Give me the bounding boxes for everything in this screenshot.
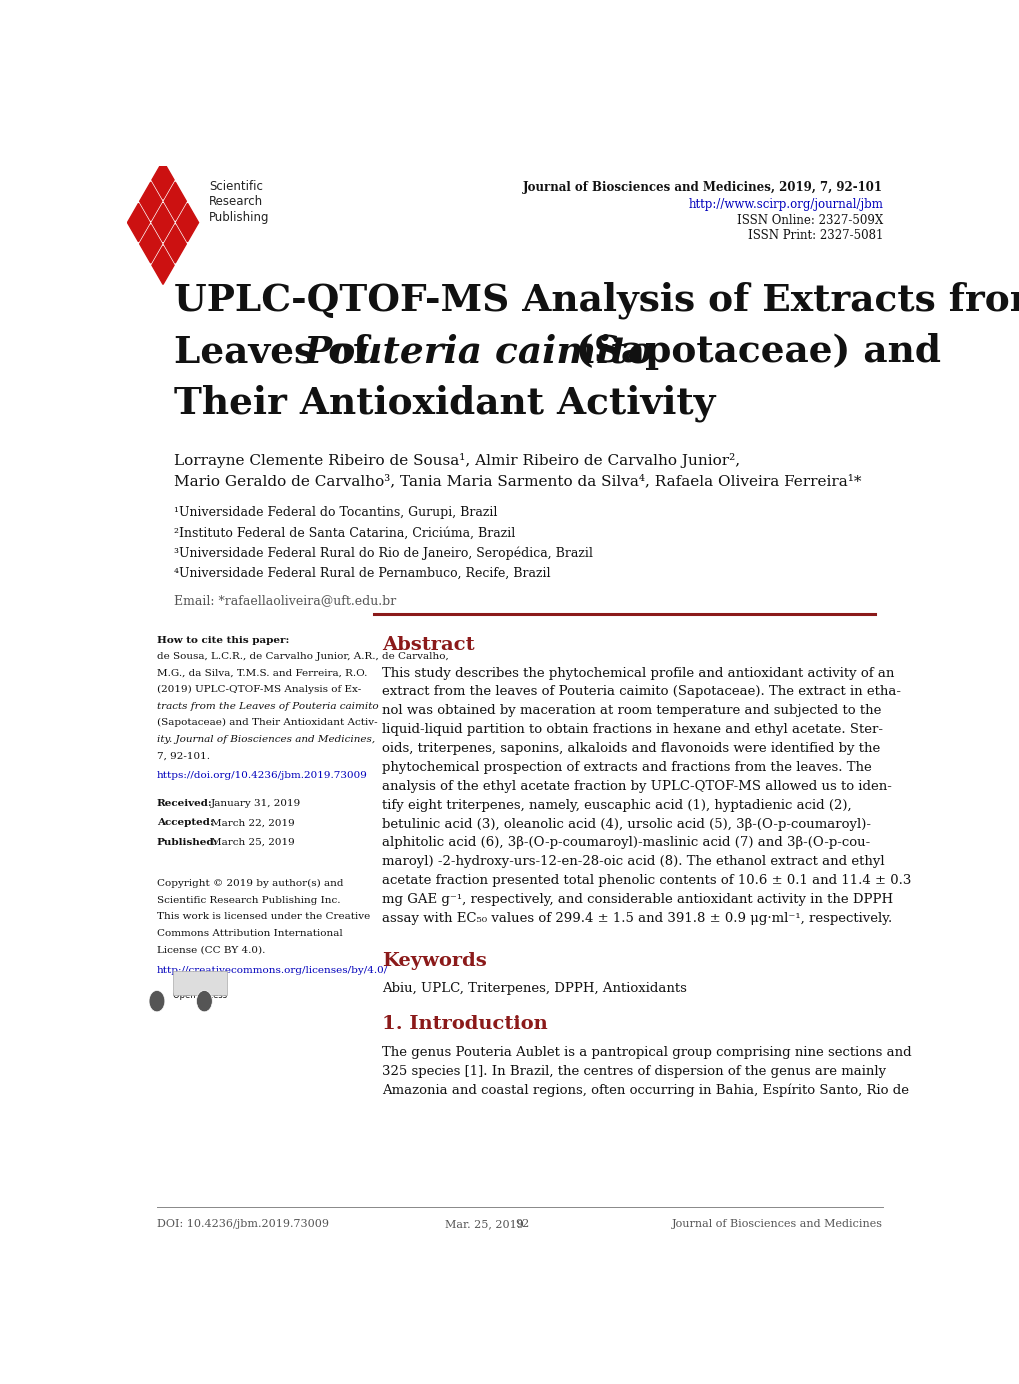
Text: Publishing: Publishing [209, 210, 269, 224]
Text: This study describes the phytochemical profile and antioxidant activity of an: This study describes the phytochemical p… [381, 667, 894, 680]
Polygon shape [164, 183, 186, 220]
Text: ity. Journal of Biosciences and Medicines,: ity. Journal of Biosciences and Medicine… [157, 735, 375, 743]
Text: Leaves of: Leaves of [174, 334, 382, 370]
Text: Scientific: Scientific [209, 180, 263, 192]
Text: maroyl) -2-hydroxy-urs-12-en-28-oic acid (8). The ethanol extract and ethyl: maroyl) -2-hydroxy-urs-12-en-28-oic acid… [381, 855, 883, 868]
Polygon shape [152, 246, 174, 284]
Text: extract from the leaves of Pouteria caimito (Sapotaceae). The extract in etha-: extract from the leaves of Pouteria caim… [381, 685, 900, 699]
Text: M.G., da Silva, T.M.S. and Ferreira, R.O.: M.G., da Silva, T.M.S. and Ferreira, R.O… [157, 668, 367, 678]
Polygon shape [176, 203, 199, 242]
Text: March 25, 2019: March 25, 2019 [211, 837, 294, 847]
Text: 7, 92-101.: 7, 92-101. [157, 752, 210, 760]
Text: nol was obtained by maceration at room temperature and subjected to the: nol was obtained by maceration at room t… [381, 704, 880, 717]
Text: assay with EC₅₀ values of 299.4 ± 1.5 and 391.8 ± 0.9 μg·ml⁻¹, respectively.: assay with EC₅₀ values of 299.4 ± 1.5 an… [381, 912, 891, 925]
Text: 325 species [1]. In Brazil, the centres of dispersion of the genus are mainly: 325 species [1]. In Brazil, the centres … [381, 1066, 884, 1078]
Text: tify eight triterpenes, namely, euscaphic acid (1), hyptadienic acid (2),: tify eight triterpenes, namely, euscaphi… [381, 799, 851, 811]
Text: http://creativecommons.org/licenses/by/4.0/: http://creativecommons.org/licenses/by/4… [157, 966, 388, 974]
Text: How to cite this paper:: How to cite this paper: [157, 635, 289, 645]
Text: Journal of Biosciences and Medicines: Journal of Biosciences and Medicines [672, 1219, 882, 1229]
Text: The genus Pouteria Aublet is a pantropical group comprising nine sections and: The genus Pouteria Aublet is a pantropic… [381, 1046, 910, 1059]
Text: (Sapotaceae) and Their Antioxidant Activ-: (Sapotaceae) and Their Antioxidant Activ… [157, 718, 377, 728]
Text: (Sapotaceae) and: (Sapotaceae) and [562, 334, 941, 370]
Text: Open Access: Open Access [173, 991, 227, 1001]
Text: Published:: Published: [157, 837, 218, 847]
Text: January 31, 2019: January 31, 2019 [211, 799, 302, 808]
Text: Email: *rafaellaoliveira@uft.edu.br: Email: *rafaellaoliveira@uft.edu.br [174, 594, 395, 608]
Text: Lorrayne Clemente Ribeiro de Sousa¹, Almir Ribeiro de Carvalho Junior²,: Lorrayne Clemente Ribeiro de Sousa¹, Alm… [174, 453, 740, 468]
Text: betulinic acid (3), oleanolic acid (4), ursolic acid (5), 3β-(O-p-coumaroyl)-: betulinic acid (3), oleanolic acid (4), … [381, 818, 870, 830]
Text: (2019) UPLC-QTOF-MS Analysis of Ex-: (2019) UPLC-QTOF-MS Analysis of Ex- [157, 685, 361, 695]
Text: mg GAE g⁻¹, respectively, and considerable antioxidant activity in the DPPH: mg GAE g⁻¹, respectively, and considerab… [381, 893, 892, 907]
Circle shape [149, 991, 165, 1012]
Circle shape [197, 991, 212, 1012]
Polygon shape [140, 183, 162, 220]
Text: liquid-liquid partition to obtain fractions in hexane and ethyl acetate. Ster-: liquid-liquid partition to obtain fracti… [381, 724, 881, 736]
Text: https://doi.org/10.4236/jbm.2019.73009: https://doi.org/10.4236/jbm.2019.73009 [157, 771, 368, 781]
Text: 1. Introduction: 1. Introduction [381, 1016, 547, 1034]
Polygon shape [152, 161, 174, 199]
Text: ²Instituto Federal de Santa Catarina, Criciúma, Brazil: ²Instituto Federal de Santa Catarina, Cr… [174, 526, 515, 540]
Text: de Sousa, L.C.R., de Carvalho Junior, A.R., de Carvalho,: de Sousa, L.C.R., de Carvalho Junior, A.… [157, 652, 448, 662]
FancyBboxPatch shape [172, 972, 227, 995]
Text: License (CC BY 4.0).: License (CC BY 4.0). [157, 945, 265, 955]
Text: analysis of the ethyl acetate fraction by UPLC-QTOF-MS allowed us to iden-: analysis of the ethyl acetate fraction b… [381, 779, 891, 793]
Text: Pouteria caimito: Pouteria caimito [303, 334, 652, 370]
Polygon shape [164, 224, 186, 263]
Text: tracts from the Leaves of Pouteria caimito: tracts from the Leaves of Pouteria caimi… [157, 702, 378, 710]
Text: Mario Geraldo de Carvalho³, Tania Maria Sarmento da Silva⁴, Rafaela Oliveira Fer: Mario Geraldo de Carvalho³, Tania Maria … [174, 475, 861, 489]
Text: Abiu, UPLC, Triterpenes, DPPH, Antioxidants: Abiu, UPLC, Triterpenes, DPPH, Antioxida… [381, 981, 686, 995]
Text: 92: 92 [516, 1219, 529, 1229]
Text: Mar. 25, 2019: Mar. 25, 2019 [444, 1219, 523, 1229]
Polygon shape [127, 203, 150, 242]
Text: DOI: 10.4236/jbm.2019.73009: DOI: 10.4236/jbm.2019.73009 [157, 1219, 329, 1229]
Text: acetate fraction presented total phenolic contents of 10.6 ± 0.1 and 11.4 ± 0.3: acetate fraction presented total phenoli… [381, 875, 910, 887]
Text: Amazonia and coastal regions, often occurring in Bahia, Espírito Santo, Rio de: Amazonia and coastal regions, often occu… [381, 1084, 908, 1098]
Text: http://www.scirp.org/journal/jbm: http://www.scirp.org/journal/jbm [688, 198, 882, 212]
Text: ISSN Online: 2327-509X: ISSN Online: 2327-509X [736, 213, 882, 227]
Text: Copyright © 2019 by author(s) and: Copyright © 2019 by author(s) and [157, 879, 343, 889]
Text: ISSN Print: 2327-5081: ISSN Print: 2327-5081 [747, 230, 882, 242]
Text: Scientific Research Publishing Inc.: Scientific Research Publishing Inc. [157, 895, 340, 905]
Polygon shape [140, 224, 162, 263]
Text: ⁴Universidade Federal Rural de Pernambuco, Recife, Brazil: ⁴Universidade Federal Rural de Pernambuc… [174, 566, 550, 580]
Text: alphitolic acid (6), 3β-(O-p-coumaroyl)-maslinic acid (7) and 3β-(O-p-cou-: alphitolic acid (6), 3β-(O-p-coumaroyl)-… [381, 836, 869, 850]
Text: Accepted:: Accepted: [157, 818, 214, 828]
Text: phytochemical prospection of extracts and fractions from the leaves. The: phytochemical prospection of extracts an… [381, 761, 870, 774]
Text: March 22, 2019: March 22, 2019 [211, 818, 294, 828]
Polygon shape [152, 203, 174, 242]
Text: Their Antioxidant Activity: Their Antioxidant Activity [174, 385, 714, 422]
Text: UPLC-QTOF-MS Analysis of Extracts from the: UPLC-QTOF-MS Analysis of Extracts from t… [174, 281, 1019, 320]
Text: Commons Attribution International: Commons Attribution International [157, 929, 342, 938]
Text: ³Universidade Federal Rural do Rio de Janeiro, Seropédica, Brazil: ³Universidade Federal Rural do Rio de Ja… [174, 547, 592, 561]
Text: oids, triterpenes, saponins, alkaloids and flavonoids were identified by the: oids, triterpenes, saponins, alkaloids a… [381, 742, 879, 756]
Text: Keywords: Keywords [381, 952, 486, 970]
Text: Journal of Biosciences and Medicines, 2019, 7, 92-101: Journal of Biosciences and Medicines, 20… [523, 181, 882, 195]
Text: This work is licensed under the Creative: This work is licensed under the Creative [157, 912, 370, 922]
Text: Research: Research [209, 195, 263, 209]
Text: Received:: Received: [157, 799, 213, 808]
Text: ¹Universidade Federal do Tocantins, Gurupi, Brazil: ¹Universidade Federal do Tocantins, Guru… [174, 507, 497, 519]
Text: Abstract: Abstract [381, 635, 474, 653]
